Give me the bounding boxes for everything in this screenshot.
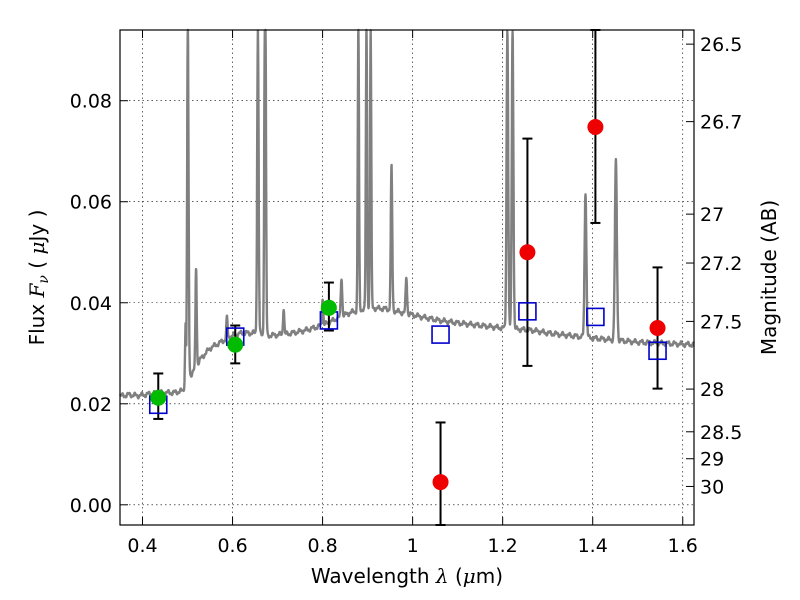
y-axis-title: Flux Fν ( μJy ) — [25, 210, 52, 346]
weak-detection-point — [432, 474, 449, 491]
observed-photometry-series — [150, 118, 666, 491]
y2-tick-label: 28.5 — [700, 422, 742, 444]
axis-ticks: 0.4 0.6 0.8 1 1.2 1.4 1.6 0.00 0.02 0.04 0.06 0.08 2… — [70, 30, 742, 557]
y-axis-title-symbol: F — [25, 282, 49, 298]
y2-tick-label: 27 — [700, 204, 724, 226]
x-tick-label: 1.2 — [488, 535, 518, 557]
y2-axis-title: Magnitude (AB) — [757, 200, 781, 355]
y-axis-title-unit: Jy ) — [25, 210, 49, 244]
model-photometry-point — [518, 302, 537, 321]
model-photometry-point — [586, 307, 605, 327]
x-axis-title-mu: μ — [463, 564, 476, 588]
model-photometry-point — [431, 325, 450, 344]
y2-tick-label: 28 — [700, 379, 724, 401]
detected-point — [320, 299, 337, 316]
x-tick-label: 1.4 — [578, 535, 608, 557]
y2-tick-label: 26.7 — [700, 112, 742, 134]
detected-point — [227, 336, 244, 353]
x-axis-title-word: Wavelength — [311, 564, 436, 588]
x-tick-label: 0.4 — [127, 535, 157, 557]
y-axis-title-word: Flux — [25, 297, 49, 345]
grid-lines — [120, 30, 694, 525]
x-tick-label: 0.8 — [307, 535, 337, 557]
x-tick-label: 1.6 — [668, 535, 698, 557]
x-axis-title-paren: ( — [449, 564, 463, 588]
weak-detection-point — [649, 320, 666, 337]
x-axis-title-unit: m) — [476, 564, 503, 588]
y2-tick-label: 27.2 — [700, 253, 742, 275]
y-tick-label: 0.04 — [70, 293, 112, 315]
x-tick-label: 0.6 — [217, 535, 247, 557]
y-tick-label: 0.06 — [70, 192, 112, 214]
y-tick-label: 0.08 — [70, 91, 112, 113]
x-axis-title-symbol: λ — [435, 564, 449, 588]
plot-frame — [119, 29, 695, 526]
y-tick-label: 0.00 — [70, 495, 112, 517]
x-tick-label: 1 — [407, 535, 419, 557]
x-axis-title: Wavelength λ (μm) — [311, 564, 503, 588]
y2-tick-label: 26.5 — [700, 34, 742, 56]
spectrum-line — [118, 28, 695, 400]
y-axis-title-subscript: ν — [36, 275, 52, 284]
y-axis-title-paren: ( — [25, 255, 49, 276]
detected-point — [150, 389, 167, 406]
y2-tick-label: 30 — [700, 476, 724, 498]
spectrum-series — [118, 28, 695, 400]
model-photometry-point — [648, 341, 667, 361]
y-tick-label: 0.02 — [70, 394, 112, 416]
weak-detection-point — [587, 118, 604, 135]
y2-tick-label: 29 — [700, 449, 724, 471]
weak-detection-point — [519, 244, 536, 261]
y-axis-title-mu: μ — [25, 242, 49, 255]
y2-tick-label: 27.5 — [700, 311, 742, 333]
